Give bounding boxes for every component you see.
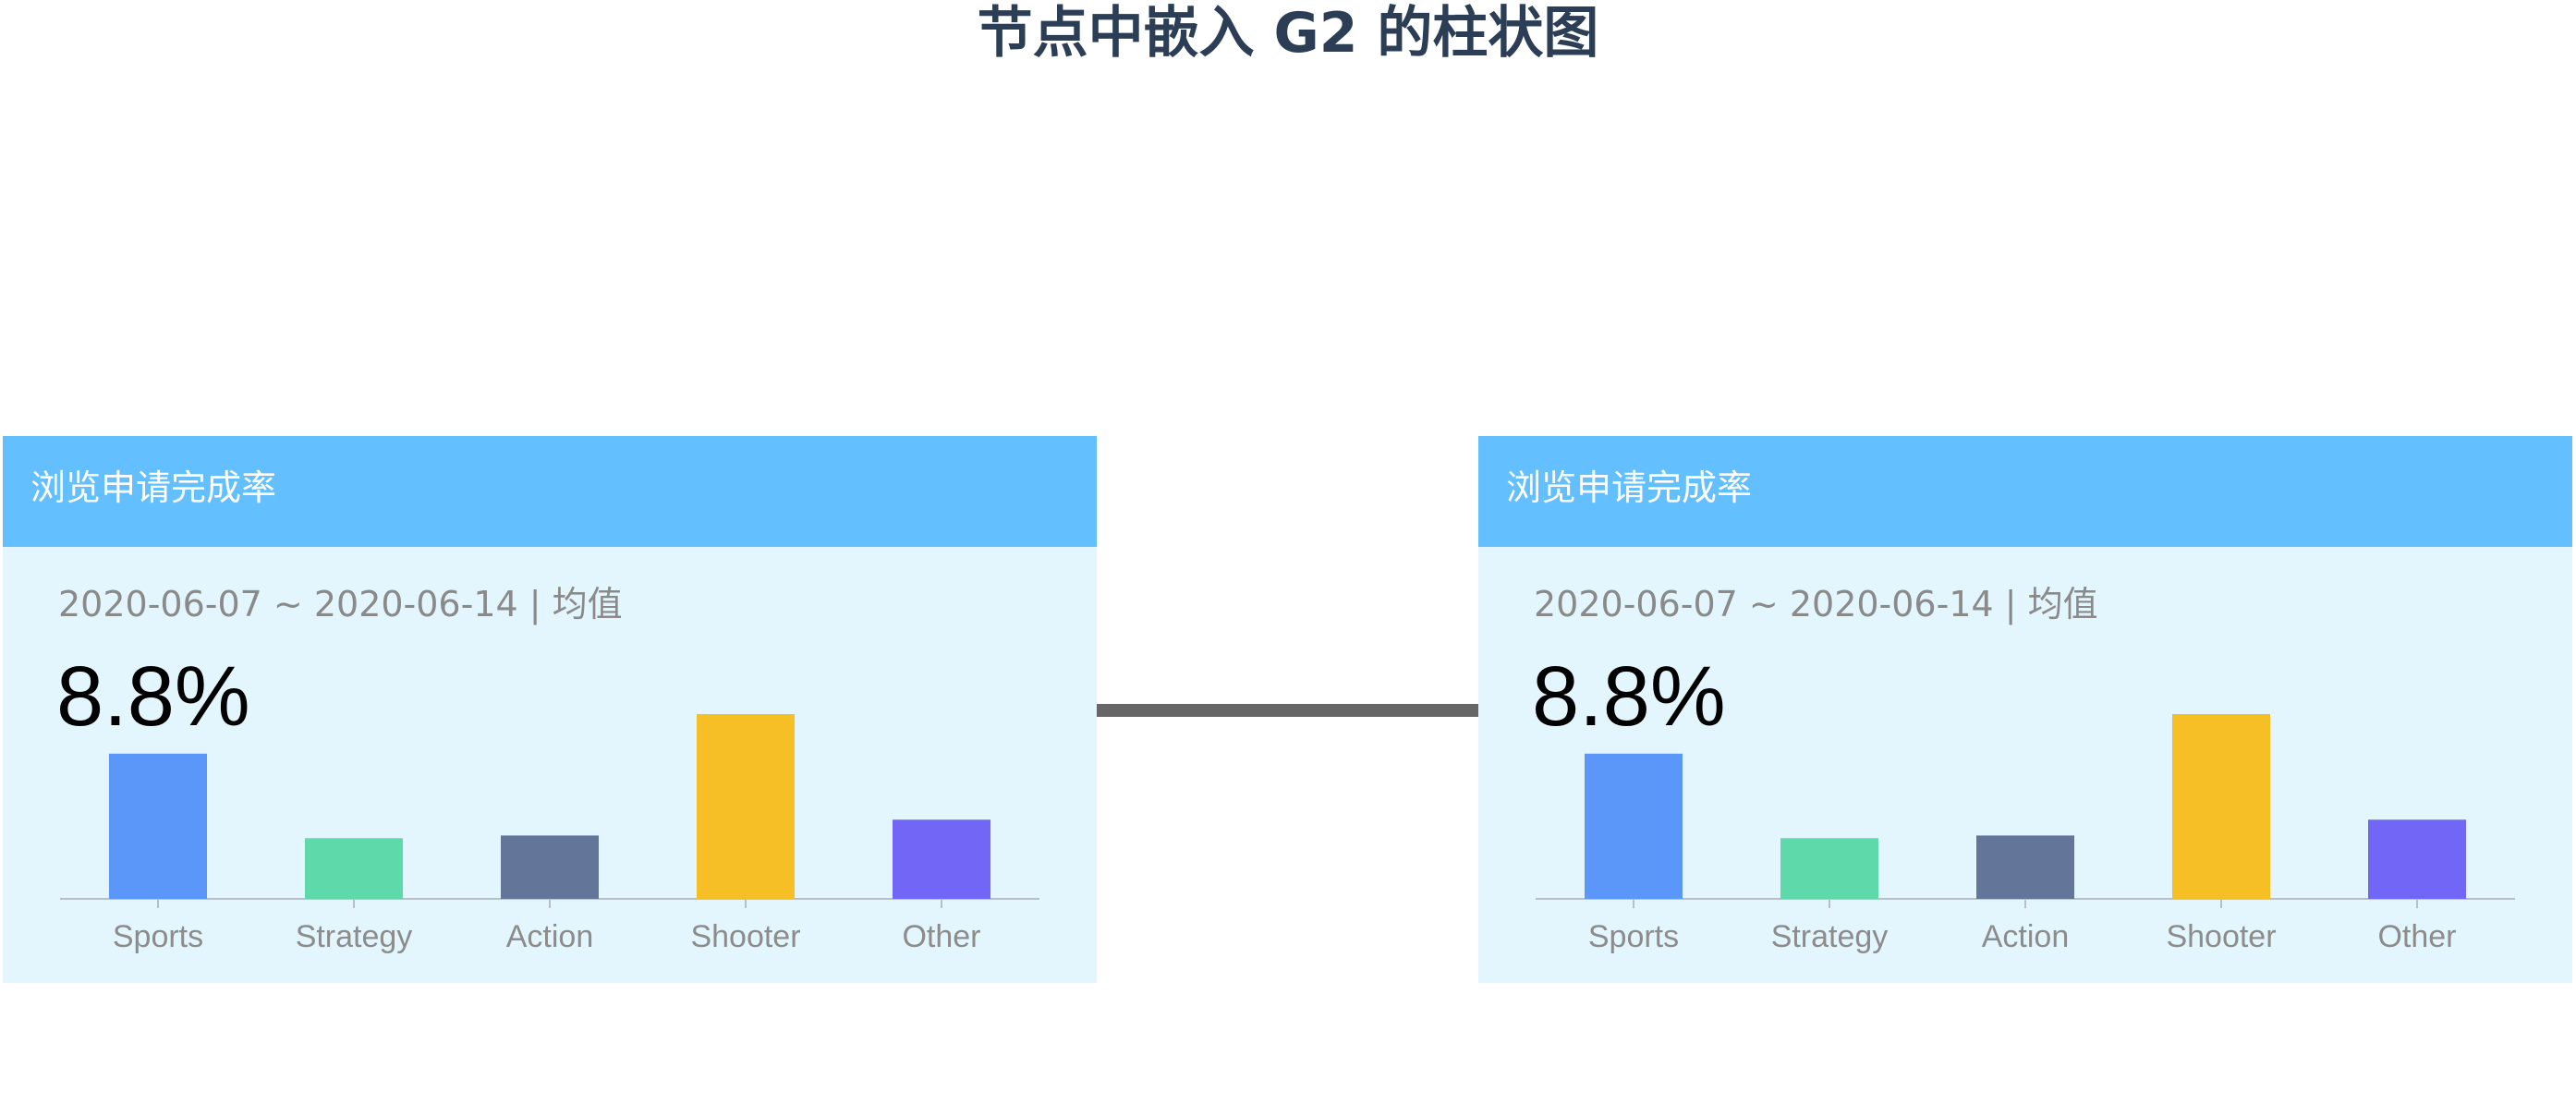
node-card-right[interactable]: 浏览申请完成率 2020-06-07 ~ 2020-06-14 | 均值 8.8… bbox=[1478, 436, 2572, 983]
bar-other[interactable] bbox=[2368, 819, 2466, 899]
x-tick-label: Strategy bbox=[296, 919, 413, 954]
bar-other[interactable] bbox=[893, 819, 990, 899]
bar-sports[interactable] bbox=[1585, 754, 1683, 899]
x-tick-label: Strategy bbox=[1771, 919, 1889, 954]
x-tick-label: Sports bbox=[113, 919, 203, 954]
x-tick-label: Shooter bbox=[2166, 919, 2276, 954]
x-tick-label: Other bbox=[2377, 919, 2456, 954]
x-tick-label: Other bbox=[902, 919, 980, 954]
node-card-left[interactable]: 浏览申请完成率 2020-06-07 ~ 2020-06-14 | 均值 8.8… bbox=[3, 436, 1097, 983]
edge-connector[interactable] bbox=[1097, 704, 1478, 717]
x-tick-label: Shooter bbox=[690, 919, 800, 954]
bar-strategy[interactable] bbox=[305, 838, 403, 899]
x-tick-label: Action bbox=[1982, 919, 2070, 954]
bar-shooter[interactable] bbox=[697, 714, 795, 899]
bar-action[interactable] bbox=[1976, 835, 2074, 899]
bar-sports[interactable] bbox=[109, 754, 207, 899]
bar-action[interactable] bbox=[501, 835, 599, 899]
x-tick-label: Action bbox=[506, 919, 594, 954]
page-title: 节点中嵌入 G2 的柱状图 bbox=[0, 0, 2576, 67]
bar-strategy[interactable] bbox=[1780, 838, 1878, 899]
bar-shooter[interactable] bbox=[2172, 714, 2270, 899]
x-tick-label: Sports bbox=[1588, 919, 1679, 954]
bar-chart: Sports Strategy Action Shooter Other bbox=[1478, 436, 2572, 983]
bar-chart: Sports Strategy Action Shooter Other bbox=[3, 436, 1097, 983]
